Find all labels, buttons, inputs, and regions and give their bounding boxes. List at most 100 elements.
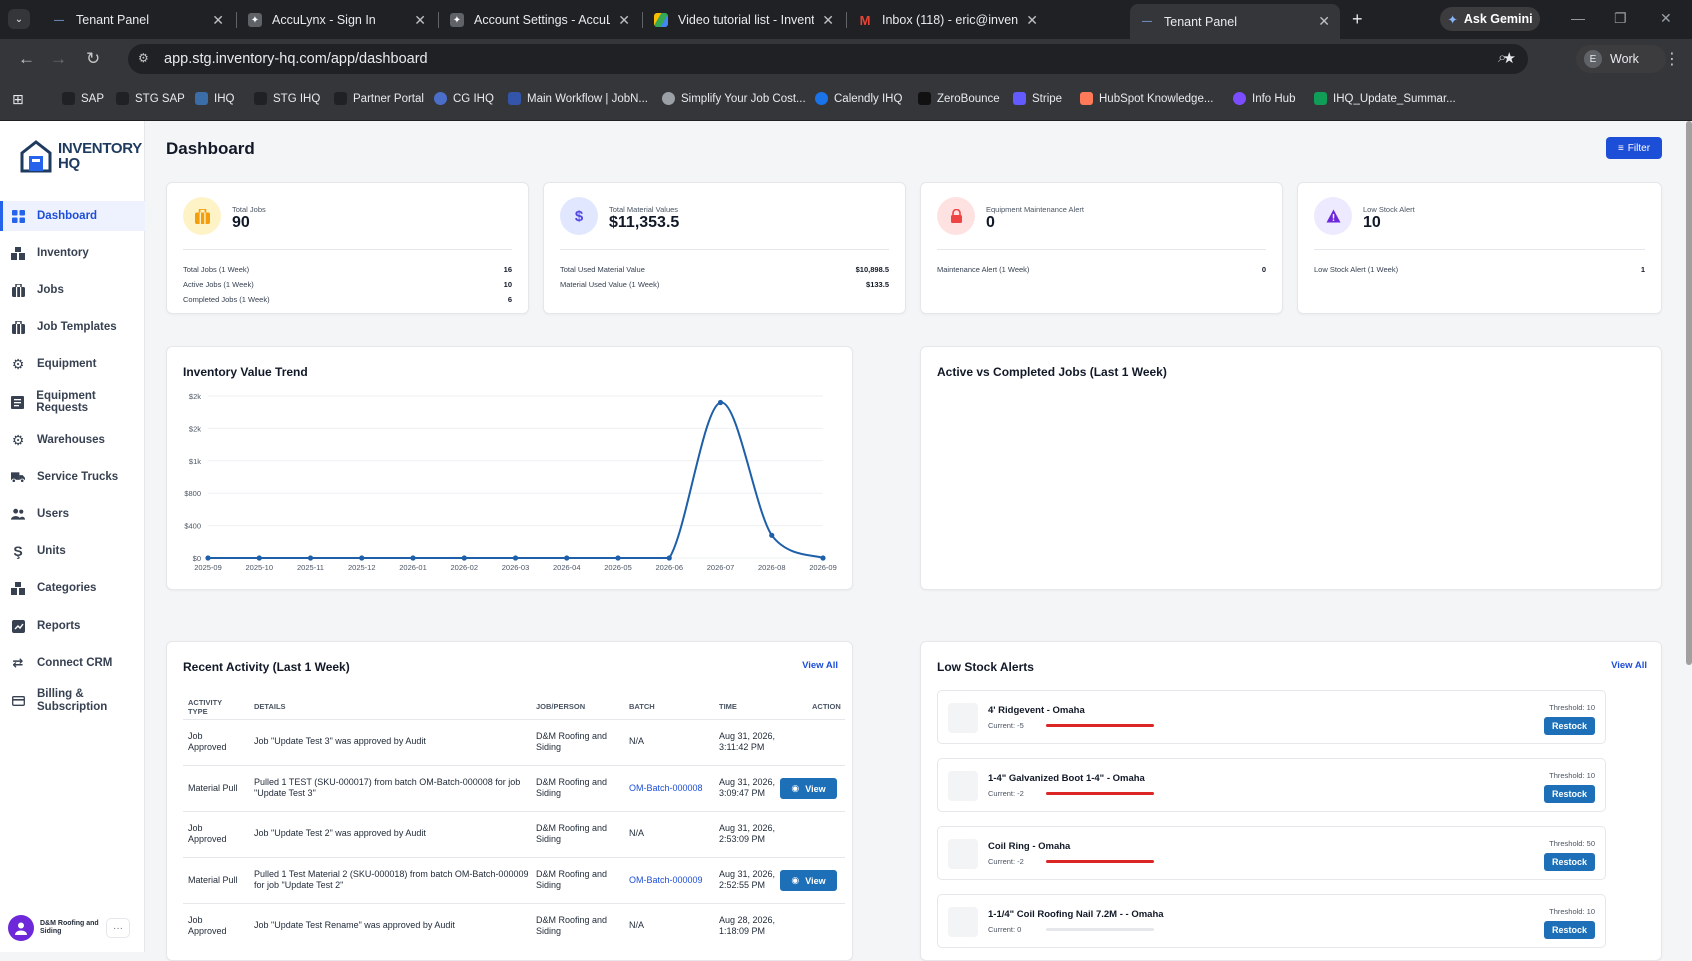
activity-time: Aug 28, 2026, 1:18:09 PM [719, 915, 776, 936]
sidebar-item-label: Users [37, 508, 69, 520]
close-icon[interactable]: ✕ [1318, 13, 1330, 29]
reload-icon[interactable]: ↻ [86, 49, 101, 68]
bookmark-item[interactable]: Simplify Your Job Cost... [662, 92, 806, 105]
bookmark-item[interactable]: Info Hub [1233, 92, 1295, 105]
bookmark-item[interactable]: ZeroBounce [918, 92, 1000, 105]
site-info-icon[interactable]: ⚙ [138, 51, 149, 65]
view-all-link[interactable]: View All [802, 660, 838, 671]
restock-button[interactable]: Restock [1544, 853, 1595, 871]
browser-tab[interactable]: Video tutorial list - InventoryH ✕ [644, 6, 844, 34]
browser-tab[interactable]: M Inbox (118) - eric@inventory-h ✕ [848, 6, 1048, 34]
activity-time: Aug 31, 2026, 2:52:55 PM [719, 869, 776, 890]
apps-icon[interactable]: ⊞ [12, 91, 24, 107]
zoom-icon[interactable]: ⌕ [1498, 49, 1507, 66]
sidebar-item-label: Categories [37, 582, 97, 594]
sidebar-item-units[interactable]: Ş Units [0, 536, 145, 566]
bookmark-item[interactable]: Stripe [1013, 92, 1062, 105]
item-current: Current: -2 [988, 789, 1024, 798]
ask-gemini-button[interactable]: ✦ Ask Gemini [1440, 7, 1540, 31]
menu-icon[interactable]: ⋮ [1664, 51, 1680, 68]
activity-person: D&M Roofing and Siding [536, 915, 608, 936]
close-icon[interactable]: ✕ [212, 11, 224, 28]
bookmark-item[interactable]: IHQ_Update_Summar... [1314, 92, 1456, 105]
kpi-label: Total Material Values [609, 205, 679, 214]
item-current: Current: -2 [988, 857, 1024, 866]
restock-button[interactable]: Restock [1544, 921, 1595, 939]
minimize-icon[interactable]: — [1571, 10, 1585, 26]
kpi-value: 90 [232, 214, 250, 231]
low-stock-item: 1-4" Galvanized Boot 1-4" - Omaha Curren… [937, 758, 1606, 812]
bookmark-star-icon[interactable]: ★ [1502, 50, 1516, 67]
close-icon[interactable]: ✕ [618, 11, 630, 28]
bookmark-item[interactable]: SAP [62, 92, 104, 105]
close-window-icon[interactable]: ✕ [1660, 10, 1672, 26]
bookmark-item[interactable]: CG IHQ [434, 92, 494, 105]
bookmark-item[interactable]: Partner Portal [334, 92, 424, 105]
data-point [205, 555, 211, 561]
x-tick-label: 2026-05 [604, 563, 632, 572]
page-scrollbar[interactable] [1686, 121, 1692, 665]
stock-level-fill [1046, 724, 1154, 727]
batch-link[interactable]: OM-Batch-000009 [629, 875, 703, 885]
tab-search-button[interactable]: ⌄ [8, 9, 30, 29]
sidebar-item-equipment-requests[interactable]: Equipment Requests [0, 387, 145, 417]
sidebar-item-users[interactable]: Users [0, 499, 145, 529]
kpi-value: 10 [1363, 214, 1381, 231]
user-menu[interactable]: D&M Roofing and Siding ··· [8, 915, 130, 941]
kpi-detail-row: Maintenance Alert (1 Week) 0 [937, 265, 1266, 274]
sidebar-item-job-templates[interactable]: Job Templates [0, 312, 145, 342]
sidebar-item-dashboard[interactable]: Dashboard [0, 201, 145, 231]
restock-button[interactable]: Restock [1544, 717, 1595, 735]
item-name: 1-4" Galvanized Boot 1-4" - Omaha [988, 773, 1145, 784]
lock-icon [937, 197, 975, 235]
restock-button[interactable]: Restock [1544, 785, 1595, 803]
inventory-value-chart[interactable]: $0 $400 $800 $1k $2k $2k 2025-09 2025-10 2025-11… [167, 347, 854, 591]
browser-tab-active[interactable]: — Tenant Panel ✕ [1130, 4, 1340, 39]
bookmark-item[interactable]: Calendly IHQ [815, 92, 902, 105]
sidebar-item-jobs[interactable]: Jobs [0, 275, 145, 305]
data-point [359, 555, 365, 561]
sidebar-item-warehouses[interactable]: ⚙ Warehouses [0, 425, 145, 455]
browser-tab[interactable]: ✦ AccuLynx - Sign In ✕ [238, 6, 436, 34]
bookmark-item[interactable]: HubSpot Knowledge... [1080, 92, 1213, 105]
browser-tab[interactable]: — Tenant Panel ✕ [42, 6, 234, 34]
address-bar[interactable]: ⚙ app.stg.inventory-hq.com/app/dashboard… [128, 44, 1528, 74]
activity-batch: N/A [629, 828, 645, 838]
browser-tab[interactable]: ✦ Account Settings - AccuLynx ✕ [440, 6, 640, 34]
data-point [256, 555, 262, 561]
sidebar-item-billing[interactable]: Billing & Subscription [0, 684, 145, 718]
back-icon[interactable]: ← [18, 49, 35, 68]
close-icon[interactable]: ✕ [822, 11, 834, 28]
table-row: Material Pull Pulled 1 Test Material 2 (… [183, 857, 845, 903]
ask-gemini-label: Ask Gemini [1463, 12, 1533, 26]
sidebar-item-connect-crm[interactable]: ⇄ Connect CRM [0, 648, 145, 678]
sidebar-item-service-trucks[interactable]: Service Trucks [0, 462, 145, 492]
more-icon[interactable]: ··· [106, 918, 130, 938]
bookmark-item[interactable]: Main Workflow | JobN... [508, 92, 648, 105]
bookmark-item[interactable]: STG SAP [116, 92, 185, 105]
activity-details: Pulled 1 TEST (SKU-000017) from batch OM… [254, 777, 521, 798]
tab-title: Tenant Panel [1164, 14, 1237, 29]
close-icon[interactable]: ✕ [1026, 11, 1038, 28]
sidebar-item-categories[interactable]: Categories [0, 573, 145, 603]
x-tick-label: 2025-11 [297, 563, 324, 572]
filter-button[interactable]: ≡ Filter [1606, 137, 1662, 159]
view-button[interactable]: ◉ View [780, 778, 837, 799]
column-header: ACTION [812, 702, 841, 711]
view-all-link[interactable]: View All [1611, 660, 1647, 671]
view-button[interactable]: ◉ View [780, 870, 837, 891]
logo[interactable]: INVENTORY HQ [20, 139, 142, 173]
bookmark-item[interactable]: IHQ [195, 92, 234, 105]
bookmark-item[interactable]: STG IHQ [254, 92, 320, 105]
sidebar-item-inventory[interactable]: Inventory [0, 238, 145, 268]
sidebar-item-reports[interactable]: Reports [0, 611, 145, 641]
forward-icon[interactable]: → [50, 49, 67, 68]
data-point [717, 399, 724, 406]
kpi-value: $11,353.5 [609, 214, 680, 231]
batch-link[interactable]: OM-Batch-000008 [629, 783, 703, 793]
restore-icon[interactable]: ❐ [1614, 10, 1627, 26]
close-icon[interactable]: ✕ [414, 11, 426, 28]
new-tab-button[interactable]: + [1352, 9, 1363, 29]
sidebar-item-equipment[interactable]: ⚙ Equipment [0, 349, 145, 379]
profile-button[interactable]: E Work [1576, 45, 1666, 73]
